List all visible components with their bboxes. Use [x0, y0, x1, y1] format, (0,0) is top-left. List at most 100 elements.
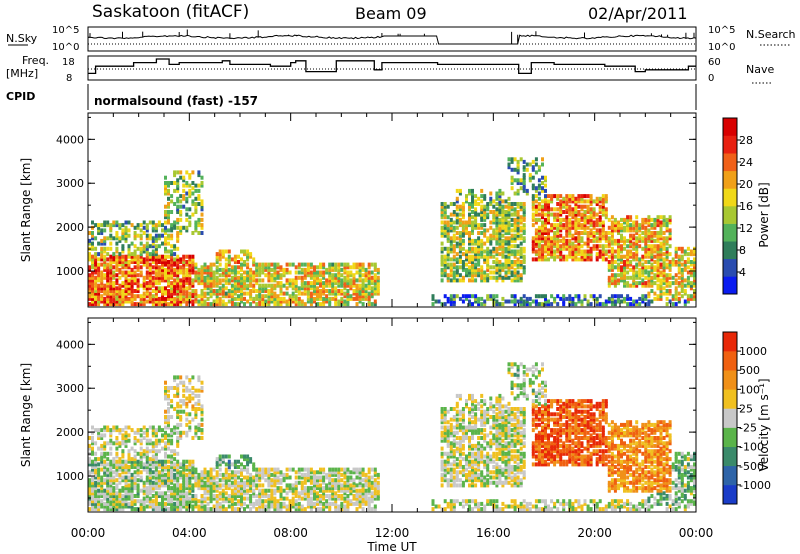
velocity-cell: [243, 496, 246, 501]
noise-tick-bottom-left: 10^0: [52, 42, 79, 53]
power-cell: [167, 273, 170, 278]
power-cell: [568, 204, 572, 209]
power-cell: [507, 162, 511, 167]
power-cell: [282, 296, 286, 301]
power-cell: [656, 265, 660, 270]
power-cell: [674, 302, 678, 307]
power-cell: [468, 191, 471, 196]
power-cell: [449, 228, 453, 233]
velocity-cell: [270, 494, 274, 498]
power-cell: [516, 257, 520, 262]
velocity-cell: [109, 446, 113, 451]
velocity-cell: [240, 483, 243, 488]
velocity-cell: [173, 393, 177, 398]
power-cell: [522, 246, 526, 251]
power-cell: [537, 165, 541, 170]
power-cell: [249, 289, 253, 293]
power-cell: [607, 265, 611, 270]
velocity-cell: [209, 496, 213, 501]
velocity-cell: [103, 428, 107, 433]
power-cell: [644, 270, 648, 275]
velocity-cell: [218, 496, 222, 501]
power-cell: [221, 252, 225, 257]
power-cell: [617, 249, 620, 254]
power-cell: [112, 299, 116, 304]
power-cell: [455, 207, 459, 212]
power-cell: [227, 294, 231, 299]
power-cell: [638, 302, 642, 307]
power-cell: [635, 215, 639, 220]
power-cell: [361, 289, 365, 293]
velocity-cell: [127, 457, 131, 462]
power-cell: [559, 220, 563, 225]
power-cell: [148, 294, 152, 299]
power-cell: [233, 296, 237, 301]
power-cell: [480, 270, 484, 275]
power-cell: [458, 223, 462, 228]
power-cell: [501, 210, 505, 214]
velocity-cell: [133, 462, 137, 467]
power-cell: [604, 212, 608, 217]
velocity-cell: [267, 507, 271, 512]
velocity-cell: [206, 488, 210, 493]
power-cell: [468, 257, 471, 262]
power-cell: [212, 270, 216, 275]
power-cell: [100, 286, 104, 291]
power-cell: [246, 249, 250, 254]
power-cell: [115, 281, 119, 286]
power-cell: [306, 294, 310, 299]
velocity-cell: [197, 486, 201, 491]
power-cell: [601, 246, 605, 251]
power-cell: [504, 225, 508, 230]
power-cell: [531, 194, 535, 199]
power-cell: [279, 302, 283, 307]
power-cell: [161, 286, 164, 291]
power-cell: [541, 210, 544, 214]
power-cell: [276, 270, 280, 275]
power-cell: [136, 246, 140, 251]
power-cell: [659, 273, 663, 278]
power-cell: [176, 217, 180, 222]
power-cell: [182, 281, 186, 286]
power-cell: [145, 262, 149, 267]
power-cell: [370, 289, 374, 293]
velocity-cell: [151, 475, 155, 480]
power-cell: [486, 249, 490, 254]
velocity-cell: [115, 501, 119, 506]
power-cell: [136, 233, 140, 238]
power-cell: [568, 299, 572, 304]
velocity-cell: [106, 504, 110, 509]
velocity-cell: [194, 470, 198, 475]
power-cell: [507, 267, 511, 272]
power-cell: [297, 302, 301, 307]
power-cell: [346, 270, 350, 275]
power-cell: [164, 302, 167, 307]
power-cell: [562, 199, 566, 204]
power-cell: [212, 291, 216, 296]
power-cell: [349, 286, 353, 291]
power-cell: [489, 265, 493, 270]
velocity-cell: [145, 462, 149, 467]
power-cell: [170, 265, 174, 270]
power-cell: [495, 228, 499, 233]
power-cell: [285, 302, 289, 307]
power-cell: [279, 299, 283, 304]
power-cell: [574, 210, 578, 214]
power-cell: [483, 228, 487, 233]
power-cell: [337, 289, 341, 293]
power-cell: [653, 291, 657, 296]
velocity-cell: [276, 467, 280, 472]
velocity-cell: [130, 501, 134, 506]
velocity-cell: [203, 480, 207, 485]
power-cell: [510, 252, 514, 257]
power-cell: [127, 249, 131, 254]
velocity-cell: [127, 488, 131, 493]
power-cell: [635, 238, 639, 243]
velocity-cell: [97, 504, 101, 509]
power-cell: [471, 194, 474, 199]
power-cell: [498, 270, 502, 275]
power-cell: [647, 249, 651, 254]
power-cell: [477, 262, 481, 267]
power-cell: [170, 249, 174, 254]
power-cell: [258, 273, 262, 278]
